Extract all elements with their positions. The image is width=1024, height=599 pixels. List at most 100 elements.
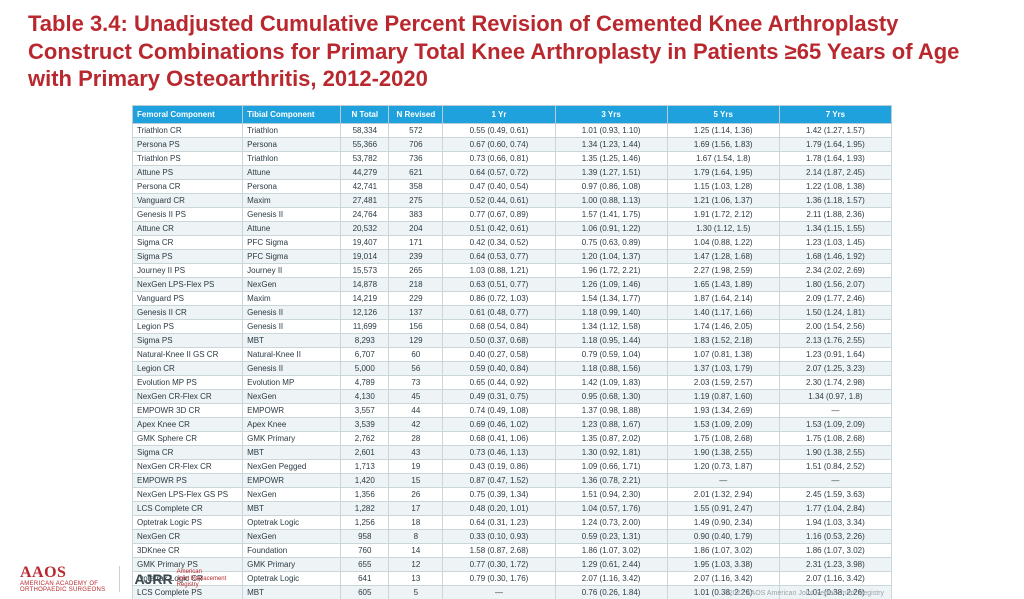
table-row: Vanguard PSMaxim14,2192290.86 (0.72, 1.0… (133, 291, 892, 305)
table-cell: 1.23 (1.03, 1.45) (779, 235, 891, 249)
table-cell: 6,707 (341, 347, 389, 361)
table-cell: EMPOWR 3D CR (133, 403, 243, 417)
table-cell: 0.63 (0.51, 0.77) (443, 277, 555, 291)
table-cell: 0.67 (0.60, 0.74) (443, 137, 555, 151)
ajrr-sub: American Joint Replacement Registry (177, 569, 227, 589)
table-cell: 26 (389, 487, 443, 501)
table-cell: MBT (243, 585, 341, 599)
table-cell: 5 (389, 585, 443, 599)
table-cell: PFC Sigma (243, 249, 341, 263)
table-cell: 1.35 (1.25, 1.46) (555, 151, 667, 165)
table-row: Journey II PSJourney II15,5732651.03 (0.… (133, 263, 892, 277)
table-cell: Evolution MP PS (133, 375, 243, 389)
table-cell: 0.90 (0.40, 1.79) (667, 529, 779, 543)
table-cell: 0.86 (0.72, 1.03) (443, 291, 555, 305)
table-cell: NexGen LPS-Flex PS (133, 277, 243, 291)
table-cell: 0.64 (0.31, 1.23) (443, 515, 555, 529)
table-cell: 171 (389, 235, 443, 249)
table-row: Triathlon CRTriathlon58,3345720.55 (0.49… (133, 123, 892, 137)
table-cell: 0.69 (0.46, 1.02) (443, 417, 555, 431)
table-title: Table 3.4: Unadjusted Cumulative Percent… (0, 0, 1024, 99)
table-cell: Maxim (243, 193, 341, 207)
table-row: Attune PSAttune44,2796210.64 (0.57, 0.72… (133, 165, 892, 179)
table-cell: 383 (389, 207, 443, 221)
table-cell: 0.74 (0.49, 1.08) (443, 403, 555, 417)
table-cell: 156 (389, 319, 443, 333)
table-cell: 1.86 (1.07, 3.02) (667, 543, 779, 557)
table-cell: MBT (243, 333, 341, 347)
table-cell: 17 (389, 501, 443, 515)
table-cell: Attune (243, 165, 341, 179)
table-row: Genesis II CRGenesis II12,1261370.61 (0.… (133, 305, 892, 319)
table-cell: 0.87 (0.47, 1.52) (443, 473, 555, 487)
table-cell: 2.07 (1.16, 3.42) (779, 571, 891, 585)
table-cell: 1.90 (1.38, 2.55) (667, 445, 779, 459)
table-cell: 1.83 (1.52, 2.18) (667, 333, 779, 347)
table-cell: NexGen LPS-Flex GS PS (133, 487, 243, 501)
table-cell: 8 (389, 529, 443, 543)
table-cell: Genesis II (243, 361, 341, 375)
table-cell: 1.75 (1.08, 2.68) (667, 431, 779, 445)
table-cell: Persona (243, 179, 341, 193)
table-cell: 1.30 (0.92, 1.81) (555, 445, 667, 459)
table-cell: 44 (389, 403, 443, 417)
table-cell: PFC Sigma (243, 235, 341, 249)
table-cell: 0.50 (0.37, 0.68) (443, 333, 555, 347)
table-cell: 2.03 (1.59, 2.57) (667, 375, 779, 389)
table-row: Persona CRPersona42,7413580.47 (0.40, 0.… (133, 179, 892, 193)
table-cell: 1.36 (1.18, 1.57) (779, 193, 891, 207)
aaos-sub2: ORTHOPAEDIC SURGEONS (20, 587, 105, 593)
table-cell: 1.34 (1.23, 1.44) (555, 137, 667, 151)
table-row: EMPOWR PSEMPOWR1,420150.87 (0.47, 1.52)1… (133, 473, 892, 487)
ajrr-logo: AJRR American Joint Replacement Registry (134, 569, 226, 589)
table-cell: 1.03 (0.88, 1.21) (443, 263, 555, 277)
table-cell: 1.77 (1.04, 2.84) (779, 501, 891, 515)
table-row: Optetrak Logic PSOptetrak Logic1,256180.… (133, 515, 892, 529)
table-cell: 1.47 (1.28, 1.68) (667, 249, 779, 263)
table-row: EMPOWR 3D CREMPOWR3,557440.74 (0.49, 1.0… (133, 403, 892, 417)
table-cell: 358 (389, 179, 443, 193)
table-cell: 1.00 (0.88, 1.13) (555, 193, 667, 207)
table-row: Sigma CRPFC Sigma19,4071710.42 (0.34, 0.… (133, 235, 892, 249)
table-cell: 1.20 (0.73, 1.87) (667, 459, 779, 473)
table-cell: Sigma PS (133, 333, 243, 347)
table-row: NexGen LPS-Flex PSNexGen14,8782180.63 (0… (133, 277, 892, 291)
table-cell: Persona PS (133, 137, 243, 151)
table-cell: 572 (389, 123, 443, 137)
table-cell: NexGen CR (133, 529, 243, 543)
table-cell: 1.51 (0.94, 2.30) (555, 487, 667, 501)
table-cell: 0.49 (0.31, 0.75) (443, 389, 555, 403)
table-cell: Evolution MP (243, 375, 341, 389)
table-cell: 1.23 (0.88, 1.67) (555, 417, 667, 431)
table-cell: 1.80 (1.56, 2.07) (779, 277, 891, 291)
copyright-text: ©2022 AAOS American Joint Replacement Re… (724, 590, 884, 597)
table-cell: 1.04 (0.57, 1.76) (555, 501, 667, 515)
table-cell: Attune (243, 221, 341, 235)
table-cell: 1.53 (1.09, 2.09) (667, 417, 779, 431)
table-cell: Triathlon (243, 123, 341, 137)
table-row: Attune CRAttune20,5322040.51 (0.42, 0.61… (133, 221, 892, 235)
table-cell: 1.67 (1.54, 1.8) (667, 151, 779, 165)
table-cell: 2.01 (1.32, 2.94) (667, 487, 779, 501)
table-row: NexGen CRNexGen95880.33 (0.10, 0.93)0.59… (133, 529, 892, 543)
table-cell: 11,699 (341, 319, 389, 333)
table-cell: Legion CR (133, 361, 243, 375)
table-cell: 24,764 (341, 207, 389, 221)
table-cell: 1.79 (1.64, 1.95) (779, 137, 891, 151)
table-cell: 28 (389, 431, 443, 445)
table-cell: — (779, 473, 891, 487)
table-cell: NexGen (243, 389, 341, 403)
table-cell: 1.54 (1.34, 1.77) (555, 291, 667, 305)
table-cell: 0.65 (0.44, 0.92) (443, 375, 555, 389)
table-cell: NexGen Pegged (243, 459, 341, 473)
table-cell: 0.68 (0.41, 1.06) (443, 431, 555, 445)
table-cell: 1.39 (1.27, 1.51) (555, 165, 667, 179)
table-cell: 1.30 (1.12, 1.5) (667, 221, 779, 235)
table-cell: 2.27 (1.98, 2.59) (667, 263, 779, 277)
table-cell: 621 (389, 165, 443, 179)
table-cell: 2.11 (1.88, 2.36) (779, 207, 891, 221)
table-cell: 58,334 (341, 123, 389, 137)
table-cell: EMPOWR (243, 403, 341, 417)
table-cell: NexGen CR-Flex CR (133, 459, 243, 473)
table-cell: 1.90 (1.38, 2.55) (779, 445, 891, 459)
